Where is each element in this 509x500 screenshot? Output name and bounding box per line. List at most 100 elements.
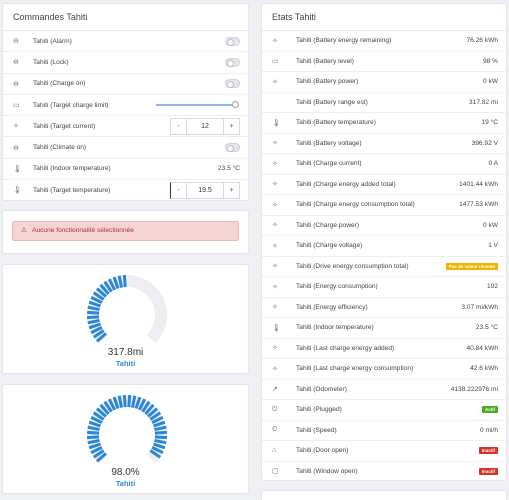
flash-icon: ✧ xyxy=(272,365,278,373)
gauge-tick xyxy=(154,438,167,445)
flash-icon: ✧ xyxy=(272,242,278,250)
slider-handle[interactable] xyxy=(232,101,239,109)
state-label: Tahiti (Battery range est) xyxy=(296,98,368,106)
state-value: 192 xyxy=(486,283,498,291)
thermometer-icon: 🌡 xyxy=(272,119,281,127)
gauge-tick xyxy=(92,449,105,459)
gauge-tick xyxy=(103,400,113,413)
gauge-tick xyxy=(138,398,147,411)
value-stepper: -12 + xyxy=(170,117,240,135)
gauge-tick xyxy=(99,403,110,415)
gauge-tick xyxy=(127,394,132,408)
state-value: 4138.222976 mi xyxy=(450,385,498,393)
state-label: Tahiti (Battery energy remaining) xyxy=(296,37,392,45)
gauge-tick xyxy=(112,396,120,409)
gauge-tick xyxy=(122,274,127,288)
gauge-tick xyxy=(154,435,168,440)
commands-card: Commandes Tahiti ⊖ Tahiti (Alarm) ⊖ Tahiti … xyxy=(2,3,249,201)
range-gauge-value: 317.8mi xyxy=(107,347,144,358)
state-label: Tahiti (Charge voltage) xyxy=(296,242,363,250)
toggle-switch[interactable] xyxy=(225,57,240,67)
state-row: ✧ Tahiti (Charge energy consumption total… xyxy=(262,195,506,216)
level-gauge xyxy=(86,394,168,464)
charge-limit-slider[interactable] xyxy=(156,101,239,109)
no-feature-alert: ⚠ Aucune fonctionnalité sélectionnée xyxy=(12,221,239,241)
next-card xyxy=(261,490,507,500)
stepper-value[interactable]: 19.5 xyxy=(186,182,224,198)
gauge-tick xyxy=(153,420,166,428)
state-label: Tahiti (Energy efficiency) xyxy=(296,303,368,311)
speed-icon: ⏲ xyxy=(272,426,278,434)
state-value: 19 °C xyxy=(481,119,498,127)
state-value: 1401.44 kWh xyxy=(459,180,498,188)
state-label: Tahiti (Charge power) xyxy=(296,221,360,229)
state-row: ✧ Tahiti (Last charge energy consumption)… xyxy=(262,359,506,380)
state-value: 0 A xyxy=(488,160,498,168)
gauge-tick xyxy=(154,430,168,435)
state-label: Tahiti (Drive energy consumption total) xyxy=(296,262,409,270)
state-label: Tahiti (Door open) xyxy=(296,447,349,455)
gauge-tick xyxy=(130,395,137,408)
states-card: Etats Tahiti ✧ Tahiti (Battery energy rem… xyxy=(261,3,507,481)
flash-icon: ✧ xyxy=(272,222,278,230)
command-row: 🌡 Tahiti (Target temperature) -19.5 + xyxy=(3,180,248,200)
states-list: ✧ Tahiti (Battery energy remaining) 76.26 … xyxy=(262,31,506,480)
state-row: ✧ Tahiti (Energy consumption) 192 xyxy=(262,277,506,298)
gauge-tick xyxy=(88,300,101,308)
flash-icon: ✧ xyxy=(272,181,278,189)
stepper-value[interactable]: 12 xyxy=(186,118,224,134)
toggle-switch[interactable] xyxy=(225,143,240,153)
stepper-minus-button[interactable]: - xyxy=(171,182,186,198)
flash-icon: ✧ xyxy=(272,263,278,271)
toggle-switch[interactable] xyxy=(225,36,240,46)
command-row: ⊖ Tahiti (Alarm) xyxy=(3,31,248,53)
state-label: Tahiti (Battery power) xyxy=(296,78,359,86)
gauge-tick xyxy=(151,415,164,424)
alert-text: Aucune fonctionnalité sélectionnée xyxy=(32,227,134,234)
gauge-tick xyxy=(149,411,162,421)
flash-icon: ✧ xyxy=(272,160,278,168)
commands-list: ⊖ Tahiti (Alarm) ⊖ Tahiti (Lock) ⊖ Tahiti (Ch… xyxy=(3,31,248,200)
state-row: 🌡 Tahiti (Battery temperature) 19 °C xyxy=(262,113,506,134)
command-label: Tahiti (Climate on) xyxy=(33,144,87,152)
state-badge: Pas de valeur récente xyxy=(445,262,498,270)
stepper-minus-button[interactable]: - xyxy=(171,118,186,134)
state-value: 1 V xyxy=(488,242,498,250)
command-label: Tahiti (Target charge limit) xyxy=(33,101,109,109)
gauge-tick xyxy=(90,415,103,424)
level-gauge-name[interactable]: Tahiti xyxy=(115,479,136,488)
gauge-tick xyxy=(107,398,116,411)
gauge-tick xyxy=(154,425,167,432)
state-row: ✧ Tahiti (Charge power) 0 kW xyxy=(262,216,506,236)
battery-icon: ▭ xyxy=(13,102,20,110)
state-value: 317.82 mi xyxy=(469,98,498,106)
gauge-tick xyxy=(107,278,116,291)
gauge-tick xyxy=(90,446,103,455)
gauge-tick xyxy=(122,394,127,408)
state-row: ✧ Tahiti (Charge voltage) 1 V xyxy=(262,236,506,257)
state-label: Tahiti (Speed) xyxy=(296,426,337,434)
thermometer-icon: 🌡 xyxy=(13,165,22,173)
state-value: 396.92 V xyxy=(471,139,498,147)
window-icon: ▢ xyxy=(272,468,279,476)
gauge-tick xyxy=(87,425,100,432)
range-gauge-name[interactable]: Tahiti xyxy=(115,359,136,368)
state-label: Tahiti (Battery temperature) xyxy=(296,119,376,127)
gauge-tick xyxy=(153,442,166,450)
flash-icon: ✧ xyxy=(272,37,278,45)
battery-icon: ▭ xyxy=(272,58,279,66)
state-row: ✧ Tahiti (Charge energy added total) 1401.… xyxy=(262,175,506,195)
command-label: Tahiti (Charge on) xyxy=(33,80,86,88)
state-row: ✧ Tahiti (Drive energy consumption total)… xyxy=(262,257,506,277)
state-label: Tahiti (Battery voltage) xyxy=(296,139,362,147)
gauge-tick xyxy=(117,395,124,408)
stepper-plus-button[interactable]: + xyxy=(224,118,239,134)
state-label: Tahiti (Last charge energy consumption) xyxy=(296,365,414,373)
gauge-tick xyxy=(92,411,105,421)
gauge-tick xyxy=(151,446,164,455)
state-label: Tahiti (Battery level) xyxy=(296,57,354,65)
gauge-tick xyxy=(134,396,142,409)
state-value: 3.07 mi/kWh xyxy=(461,303,498,311)
stepper-plus-button[interactable]: + xyxy=(224,182,239,198)
toggle-switch[interactable] xyxy=(225,79,240,89)
